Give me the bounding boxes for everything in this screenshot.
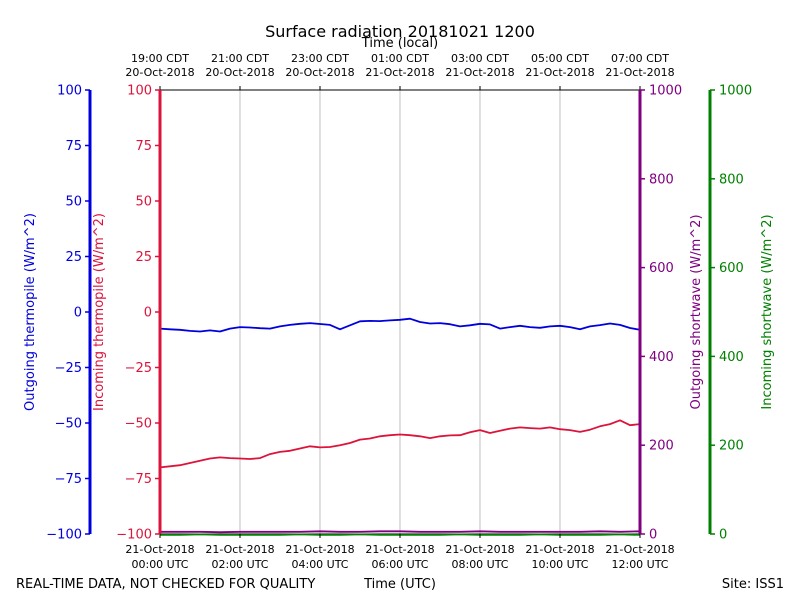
top-tick-date-1: 20-Oct-2018 [205, 66, 274, 79]
bottom-tick-time-0: 00:00 UTC [131, 558, 188, 571]
axis-ticklabel-in_sw-0: 1000 [719, 84, 752, 99]
top-tick-time-6: 07:00 CDT [611, 52, 669, 65]
axis-ticklabel-out_thermo-1: 75 [65, 139, 82, 154]
series-line-out_sw [160, 530, 641, 534]
bottom-tick-date-6: 21-Oct-2018 [605, 543, 674, 556]
axis-ticklabel-in_thermo-8: −100 [116, 528, 152, 543]
top-tick-time-1: 21:00 CDT [211, 52, 269, 65]
top-tick-date-5: 21-Oct-2018 [525, 66, 594, 79]
chart-title: Surface radiation 20181021 1200 [265, 22, 535, 41]
axis-label-in_thermo: Incoming thermopile (W/m^2) [92, 213, 107, 411]
bottom-tick-time-5: 10:00 UTC [531, 558, 588, 571]
axis-label-in_sw: Incoming shortwave (W/m^2) [760, 214, 775, 409]
top-tick-time-5: 05:00 CDT [531, 52, 589, 65]
axis-ticklabel-out_thermo-6: −50 [55, 417, 82, 432]
top-tick-time-3: 01:00 CDT [371, 52, 429, 65]
top-tick-time-2: 23:00 CDT [291, 52, 349, 65]
footer-site: Site: ISS1 [722, 577, 784, 592]
axis-ticklabel-in_thermo-6: −50 [125, 417, 152, 432]
axis-ticklabel-out_thermo-3: 25 [65, 250, 82, 265]
axis-ticklabel-in_thermo-1: 75 [135, 139, 152, 154]
bottom-tick-time-4: 08:00 UTC [451, 558, 508, 571]
axis-ticklabel-in_sw-1: 800 [719, 172, 744, 187]
axis-ticklabel-out_sw-3: 400 [649, 350, 674, 365]
top-tick-time-4: 03:00 CDT [451, 52, 509, 65]
bottom-tick-time-1: 02:00 UTC [211, 558, 268, 571]
bottom-tick-time-3: 06:00 UTC [371, 558, 428, 571]
bottom-tick-date-4: 21-Oct-2018 [445, 543, 514, 556]
bottom-tick-date-1: 21-Oct-2018 [205, 543, 274, 556]
bottom-tick-date-3: 21-Oct-2018 [365, 543, 434, 556]
axis-ticklabel-out_thermo-4: 0 [74, 306, 82, 321]
bottom-x-axis: 21-Oct-2018 00:00 UTC 21-Oct-2018 02:00 UTC… [125, 534, 675, 571]
axis-ticklabel-in_sw-4: 200 [719, 439, 744, 454]
axis-ticklabel-out_sw-4: 200 [649, 439, 674, 454]
axis-ticklabel-in_thermo-4: 0 [144, 306, 152, 321]
axis-ticklabel-in_thermo-0: 100 [127, 84, 152, 99]
axis-ticklabel-out_sw-5: 0 [649, 528, 657, 543]
axis-ticklabel-in_thermo-7: −75 [125, 472, 152, 487]
bottom-tick-time-6: 12:00 UTC [611, 558, 668, 571]
axis-ticklabel-in_sw-5: 0 [719, 528, 727, 543]
axis-ticklabel-out_thermo-8: −100 [46, 528, 82, 543]
top-tick-date-3: 21-Oct-2018 [365, 66, 434, 79]
bottom-tick-time-2: 04:00 UTC [291, 558, 348, 571]
top-tick-date-2: 20-Oct-2018 [285, 66, 354, 79]
axis-ticklabel-out_sw-1: 800 [649, 172, 674, 187]
bottom-axis-label: Time (UTC) [363, 577, 436, 592]
axis-label-out_sw: Outgoing shortwave (W/m^2) [689, 214, 704, 409]
bottom-tick-date-2: 21-Oct-2018 [285, 543, 354, 556]
axis-ticklabel-out_thermo-0: 100 [57, 84, 82, 99]
axis-ticklabel-out_sw-0: 1000 [649, 84, 682, 99]
gridlines [239, 90, 561, 534]
axis-ticklabel-in_thermo-3: 25 [135, 250, 152, 265]
bottom-tick-date-0: 21-Oct-2018 [125, 543, 194, 556]
series-line-in_thermo [159, 419, 641, 469]
top-axis-label: Time (local) [361, 36, 438, 51]
axis-ticklabel-out_thermo-5: −25 [55, 361, 82, 376]
axis-ticklabel-in_sw-2: 600 [719, 261, 744, 276]
top-tick-date-0: 20-Oct-2018 [125, 66, 194, 79]
top-tick-time-0: 19:00 CDT [131, 52, 189, 65]
axis-ticklabel-in_sw-3: 400 [719, 350, 744, 365]
bottom-tick-date-5: 21-Oct-2018 [525, 543, 594, 556]
y-axes: 100 75 50 25 0 −25 −50 −75 −100 Outgoing thermopi… [23, 84, 775, 543]
axis-ticklabel-in_thermo-2: 50 [135, 195, 152, 210]
axis-ticklabel-out_thermo-7: −75 [55, 472, 82, 487]
top-tick-date-4: 21-Oct-2018 [445, 66, 514, 79]
axis-ticklabel-out_thermo-2: 50 [65, 195, 82, 210]
series-line-out_thermo [159, 317, 641, 333]
axis-ticklabel-out_sw-2: 600 [649, 261, 674, 276]
axis-ticklabel-in_thermo-5: −25 [125, 361, 152, 376]
footer-quality-note: REAL-TIME DATA, NOT CHECKED FOR QUALITY [16, 577, 315, 592]
axis-label-out_thermo: Outgoing thermopile (W/m^2) [23, 213, 38, 411]
top-tick-date-6: 21-Oct-2018 [605, 66, 674, 79]
